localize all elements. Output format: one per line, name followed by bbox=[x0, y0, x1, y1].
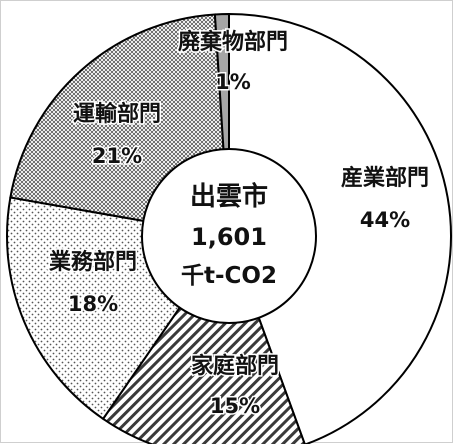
label-business-percent: 18% bbox=[68, 292, 118, 316]
center-title: 出雲市 bbox=[190, 181, 268, 212]
center-total: 1,601 bbox=[191, 223, 267, 251]
label-industry-name: 産業部門 bbox=[341, 165, 429, 191]
label-waste-percent: 1% bbox=[215, 70, 251, 94]
label-household-percent: 15% bbox=[210, 394, 260, 418]
center-unit: 千t-CO2 bbox=[181, 263, 277, 289]
label-industry-percent: 44% bbox=[360, 208, 410, 232]
label-business-name: 業務部門 bbox=[49, 249, 137, 275]
label-waste-name: 廃棄物部門 bbox=[178, 29, 288, 55]
label-transport-percent: 21% bbox=[92, 144, 142, 168]
label-transport-name: 運輸部門 bbox=[73, 101, 161, 127]
label-household-name: 家庭部門 bbox=[191, 353, 279, 379]
